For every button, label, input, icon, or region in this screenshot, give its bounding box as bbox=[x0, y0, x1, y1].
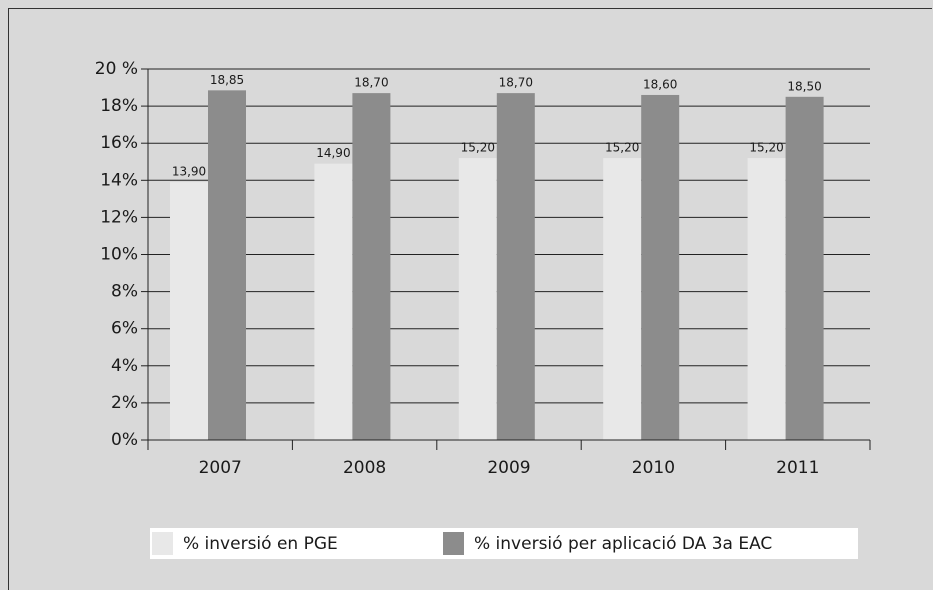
frame bbox=[8, 8, 932, 590]
value-label: 18,70 bbox=[499, 76, 533, 90]
value-label: 18,70 bbox=[354, 76, 388, 90]
bar bbox=[314, 163, 353, 441]
bar bbox=[747, 158, 786, 441]
x-tick-label: 2007 bbox=[199, 458, 242, 478]
value-label: 18,60 bbox=[643, 77, 677, 91]
bar bbox=[785, 96, 824, 440]
value-label: 13,90 bbox=[172, 165, 206, 179]
bar bbox=[496, 93, 535, 441]
value-label: 18,50 bbox=[787, 79, 821, 93]
y-tick-label: 16% bbox=[100, 133, 138, 153]
x-tick-label: 2011 bbox=[776, 458, 819, 478]
bar bbox=[458, 158, 497, 441]
value-label: 18,85 bbox=[210, 73, 244, 87]
value-label: 15,20 bbox=[605, 141, 639, 155]
y-tick-label: 20 % bbox=[95, 59, 138, 79]
y-tick-label: 0% bbox=[111, 430, 138, 450]
y-tick-label: 2% bbox=[111, 393, 138, 413]
x-tick-label: 2008 bbox=[343, 458, 386, 478]
y-tick-label: 4% bbox=[111, 356, 138, 376]
bar bbox=[208, 90, 246, 441]
y-tick-label: 18% bbox=[100, 96, 138, 116]
bar bbox=[641, 94, 680, 440]
value-label: 14,90 bbox=[316, 146, 350, 160]
y-tick-label: 8% bbox=[111, 282, 138, 302]
y-tick-label: 12% bbox=[100, 207, 138, 227]
x-tick-label: 2009 bbox=[487, 458, 530, 478]
value-label: 15,20 bbox=[461, 141, 495, 155]
legend-box bbox=[150, 528, 858, 559]
bar bbox=[352, 93, 391, 441]
x-tick-label: 2010 bbox=[632, 458, 675, 478]
legend-swatch bbox=[443, 532, 464, 555]
bar bbox=[603, 158, 642, 441]
legend-label: % inversió per aplicació DA 3a EAC bbox=[474, 534, 772, 554]
y-tick-label: 14% bbox=[100, 170, 138, 190]
bar bbox=[170, 182, 208, 440]
value-label: 15,20 bbox=[749, 141, 783, 155]
y-tick-label: 6% bbox=[111, 319, 138, 339]
y-tick-label: 10% bbox=[100, 245, 138, 265]
legend-swatch bbox=[152, 532, 173, 555]
legend-label: % inversió en PGE bbox=[183, 534, 338, 554]
